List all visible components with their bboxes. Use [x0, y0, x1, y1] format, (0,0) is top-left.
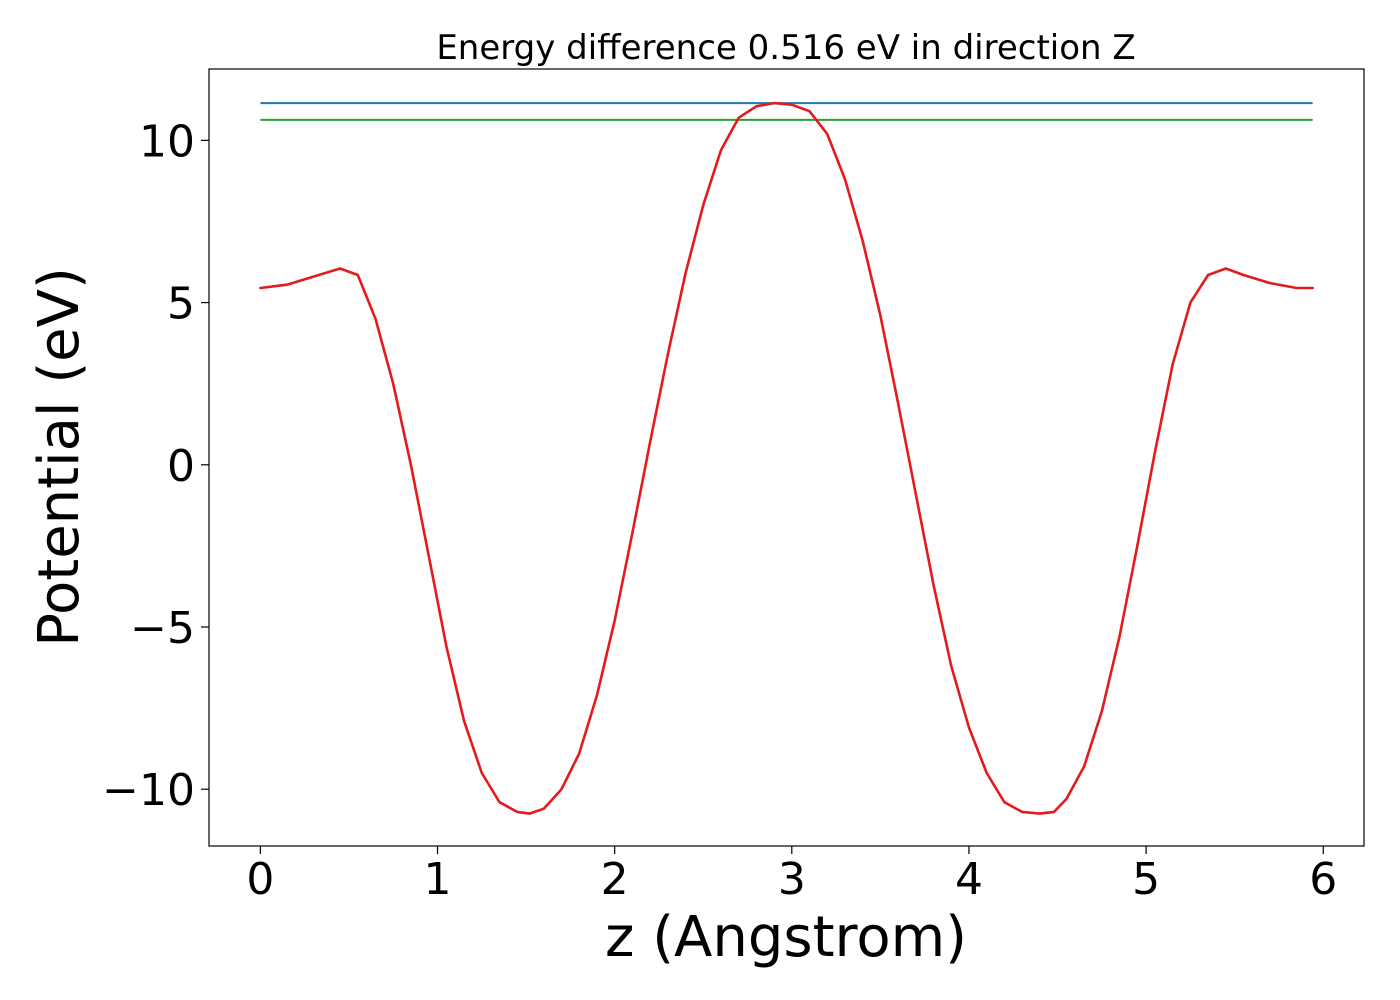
x-axis: 0 1 2 3 4 5 6 [246, 846, 1337, 905]
y-axis: −10 −5 0 5 10 [102, 116, 209, 816]
x-tick-label: 1 [424, 854, 452, 905]
y-tick-label: −10 [102, 765, 195, 816]
reference-lines [260, 102, 1313, 121]
plot-area-frame [208, 68, 1365, 847]
potential-curve [259, 101, 1314, 815]
x-axis-label: z (Angstrom) [605, 905, 967, 970]
y-tick-label: −5 [130, 603, 195, 654]
y-tick-label: 5 [167, 279, 195, 330]
x-tick-label: 6 [1309, 854, 1337, 905]
x-tick-label: 4 [955, 854, 983, 905]
x-tick-label: 0 [246, 854, 274, 905]
y-tick-label: 0 [167, 441, 195, 492]
x-tick-label: 3 [778, 854, 806, 905]
x-tick-label: 5 [1132, 854, 1160, 905]
potential-curve-layer [259, 101, 1314, 815]
y-tick-label: 10 [139, 116, 195, 167]
y-axis-label: Potential (eV) [27, 267, 92, 647]
x-tick-label: 2 [601, 854, 629, 905]
chart-title: Energy difference 0.516 eV in direction … [436, 28, 1135, 68]
